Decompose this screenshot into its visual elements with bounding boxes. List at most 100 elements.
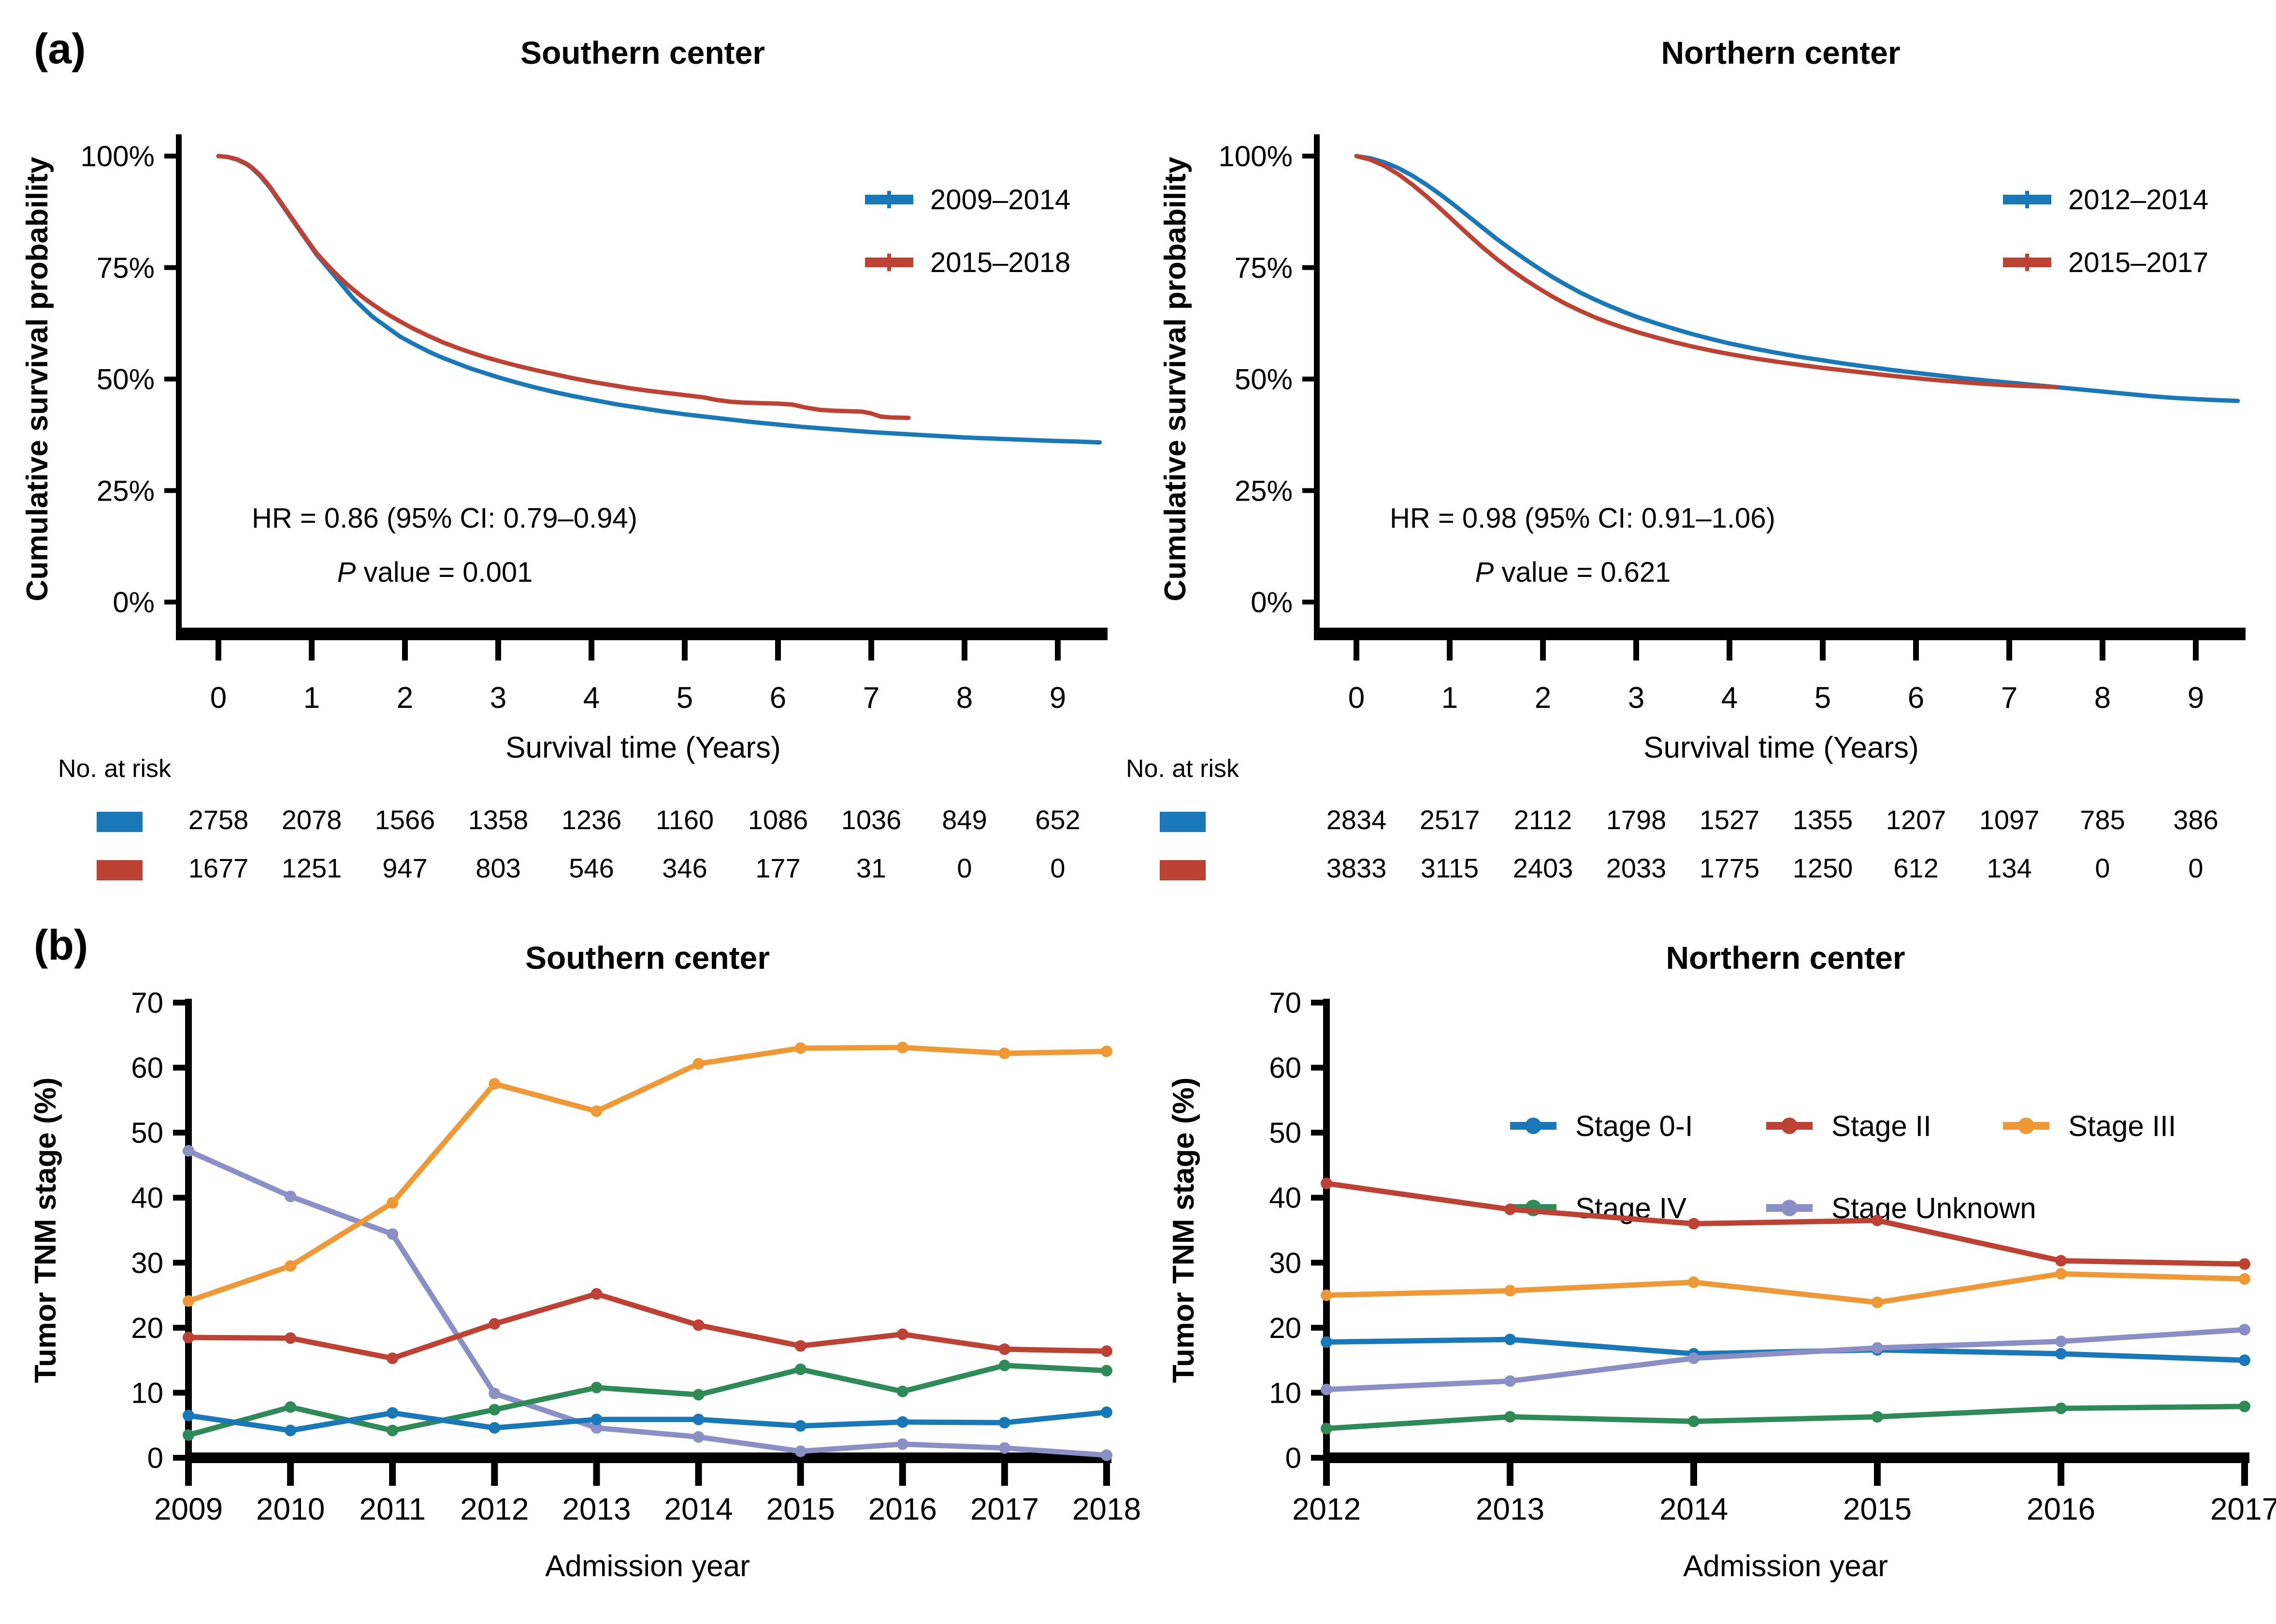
data-point-orange	[1504, 1285, 1516, 1297]
risk-value: 1566	[375, 805, 435, 835]
data-point-red	[1504, 1203, 1516, 1215]
km-curve-blue	[1354, 154, 2240, 403]
y-tick-label: 0	[147, 1442, 163, 1474]
chart-title: Southern center	[520, 35, 765, 71]
data-point-orange	[1321, 1289, 1332, 1301]
risk-value: 1358	[468, 805, 529, 835]
risk-value: 2078	[282, 805, 342, 835]
y-tick-label: 0	[1285, 1442, 1301, 1474]
data-point-green	[183, 1429, 194, 1441]
x-tick-label: 7	[2001, 681, 2017, 715]
data-point-purple	[285, 1191, 297, 1203]
data-point-green	[489, 1404, 501, 1416]
x-tick-label: 1	[1441, 681, 1458, 715]
data-point-green	[285, 1401, 297, 1413]
data-point-orange	[285, 1260, 297, 1272]
x-tick-label: 2014	[1659, 1492, 1728, 1526]
risk-value: 1355	[1793, 805, 1853, 835]
data-point-orange	[794, 1042, 807, 1054]
km-northern-group: Northern center Cumulative survival proba…	[1126, 35, 2246, 883]
data-point-orange	[183, 1295, 194, 1307]
data-point-red	[591, 1288, 603, 1300]
data-point-blue	[1101, 1406, 1112, 1418]
series-line-red	[186, 1291, 1109, 1361]
data-point-blue	[692, 1413, 705, 1425]
x-tick-label: 2015	[1843, 1492, 1912, 1526]
data-point-purple	[1688, 1352, 1700, 1365]
data-point-purple	[794, 1445, 807, 1457]
series-line-purple	[1324, 1327, 2247, 1393]
risk-value: 947	[382, 853, 427, 883]
series-line-red	[1324, 1180, 2247, 1267]
x-tick-label: 2015	[766, 1492, 835, 1526]
data-point-blue	[2055, 1348, 2067, 1360]
risk-value: 849	[942, 805, 987, 835]
km-southern-chart: Southern center Cumulative survival proba…	[21, 35, 1108, 883]
data-point-green	[1504, 1411, 1516, 1423]
legend-label: 2015–2017	[2068, 247, 2208, 278]
tnm-northern-chart: Northern center Tumor TNM stage (%) 0 10 20 3…	[1167, 940, 2276, 1583]
data-point-red	[2239, 1258, 2250, 1270]
data-point-blue	[387, 1407, 399, 1419]
y-tick-label: 50	[1269, 1117, 1301, 1149]
x-axis-label: Survival time (Years)	[505, 731, 781, 764]
risk-value: 31	[856, 853, 886, 883]
data-point-green	[1872, 1411, 1883, 1423]
x-tick-label: 2016	[2027, 1492, 2095, 1526]
data-point-orange	[1688, 1276, 1700, 1288]
data-point-blue	[285, 1424, 297, 1437]
risk-value: 1527	[1700, 805, 1760, 835]
km-southern-group: Southern center Cumulative survival proba…	[21, 35, 1108, 883]
y-tick-label: 75%	[97, 252, 155, 284]
x-tick-label: 2017	[970, 1492, 1039, 1526]
data-point-green	[1101, 1365, 1112, 1377]
x-tick-label: 6	[1908, 681, 1924, 715]
data-point-red	[183, 1332, 194, 1344]
data-point-purple	[1101, 1449, 1112, 1461]
y-axis-label: Cumulative survival probability	[21, 157, 54, 601]
data-point-green	[2055, 1402, 2067, 1414]
risk-value: 2834	[1326, 805, 1387, 835]
data-point-purple	[1872, 1342, 1883, 1354]
data-point-red	[2055, 1255, 2067, 1267]
risk-value: 0	[957, 853, 972, 883]
data-point-blue	[183, 1409, 194, 1422]
data-point-purple	[1504, 1375, 1516, 1387]
risk-value: 1798	[1606, 805, 1667, 835]
x-tick-label: 0	[1348, 681, 1365, 715]
risk-value: 1086	[748, 805, 808, 835]
y-tick-label: 10	[131, 1377, 163, 1409]
data-point-purple	[2055, 1336, 2067, 1348]
risk-value: 2033	[1606, 853, 1667, 883]
data-point-green	[794, 1363, 807, 1375]
risk-table-label: No. at risk	[58, 755, 172, 783]
risk-value: 785	[2080, 805, 2125, 835]
risk-value: 1160	[656, 805, 714, 835]
risk-value: 546	[569, 853, 614, 883]
risk-swatch-red	[1160, 860, 1206, 880]
data-point-orange	[998, 1047, 1010, 1059]
data-point-red	[285, 1332, 297, 1344]
risk-value: 3115	[1421, 853, 1479, 883]
x-tick-label: 9	[1050, 681, 1066, 715]
risk-value: 3833	[1326, 853, 1387, 883]
risk-value: 0	[2095, 853, 2110, 883]
y-tick-label: 100%	[1219, 140, 1293, 172]
risk-value: 2112	[1514, 805, 1572, 835]
data-point-red	[1101, 1345, 1112, 1357]
y-tick-label: 60	[131, 1052, 163, 1084]
chart-title: Southern center	[525, 940, 770, 976]
risk-value: 0	[2188, 853, 2203, 883]
x-tick-label: 1	[303, 681, 320, 715]
data-point-red	[387, 1352, 399, 1365]
y-axis-label: Tumor TNM stage (%)	[1167, 1078, 1200, 1383]
panel-a-label: (a)	[34, 25, 86, 72]
risk-value: 134	[1987, 853, 2031, 883]
risk-value: 612	[1893, 853, 1938, 883]
tnm-southern-chart: Southern center Tumor TNM stage (%) 0 10 20 3…	[29, 940, 1141, 1583]
data-point-purple	[183, 1145, 194, 1157]
risk-swatch-red	[97, 860, 143, 880]
data-point-purple	[692, 1431, 705, 1443]
legend-label: 2012–2014	[2068, 184, 2208, 216]
data-point-purple	[591, 1422, 603, 1434]
